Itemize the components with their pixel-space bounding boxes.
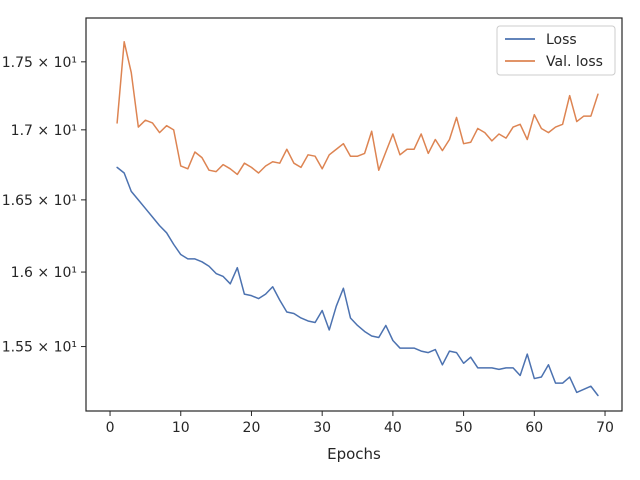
x-tick-label: 60	[525, 420, 543, 436]
val-loss-line	[116, 41, 599, 176]
x-tick-label: 20	[243, 420, 261, 436]
y-tick-label: 1.65 × 10¹	[2, 193, 77, 209]
legend: Loss Val. loss	[496, 25, 616, 76]
legend-label-val-loss: Val. loss	[546, 54, 603, 70]
plot-area	[116, 41, 599, 397]
y-tick-label: 1.55 × 10¹	[2, 340, 77, 356]
loss-line	[116, 166, 599, 397]
y-tick-label: 1.6 × 10¹	[11, 265, 77, 281]
y-tick-label: 1.7 × 10¹	[11, 123, 77, 139]
legend-label-loss: Loss	[546, 32, 577, 48]
x-tick-label: 70	[596, 420, 614, 436]
x-tick-label: 10	[172, 420, 190, 436]
y-tick-label: 1.75 × 10¹	[2, 55, 77, 71]
x-axis: 0 10 20 30 40 50 60 70	[106, 411, 614, 436]
x-tick-label: 0	[106, 420, 115, 436]
x-tick-label: 50	[455, 420, 473, 436]
y-axis: 1.55 × 10¹ 1.6 × 10¹ 1.65 × 10¹ 1.7 × 10¹ 1.…	[2, 55, 86, 356]
x-tick-label: 30	[313, 420, 331, 436]
axes-frame	[85, 17, 623, 412]
x-tick-label: 40	[384, 420, 402, 436]
x-axis-label: Epochs	[327, 445, 381, 463]
